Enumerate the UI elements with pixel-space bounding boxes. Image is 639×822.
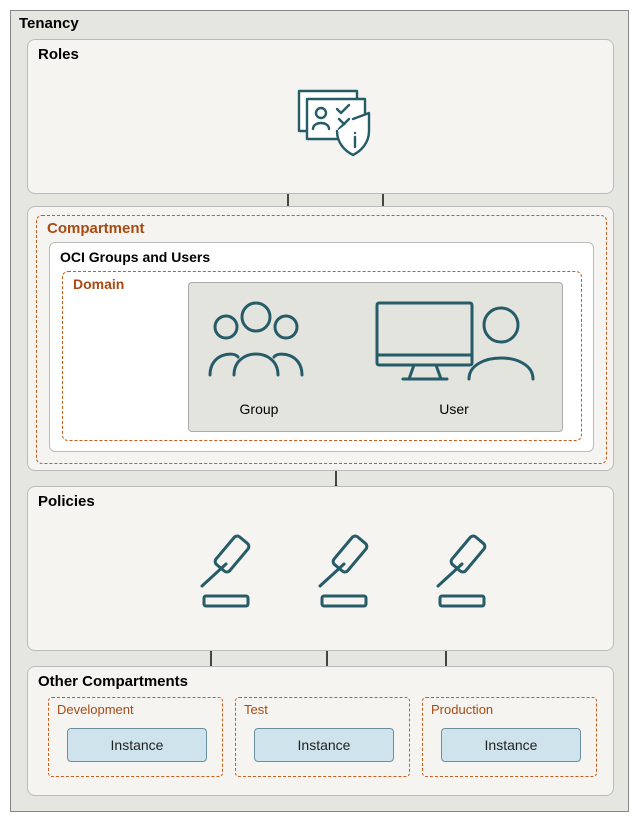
group-icon [204,295,309,390]
roles-title: Roles [38,46,79,63]
other-title: Other Compartments [38,673,188,690]
user-icon [369,295,544,390]
compartment-panel: Compartment OCI Groups and Users Domain [27,206,614,471]
env-title: Test [244,702,268,717]
gavel-icon [306,532,386,612]
policies-panel: Policies [27,486,614,651]
group-user-box: Group [188,282,563,432]
gavel-icon [424,532,504,612]
oci-title: OCI Groups and Users [60,249,210,265]
roles-icon [293,85,383,160]
env-title: Development [57,702,134,717]
domain-title: Domain [73,276,124,292]
user-label: User [414,401,494,417]
instance-box: Instance [254,728,394,762]
env-title: Production [431,702,493,717]
domain-box: Domain [62,271,582,441]
roles-panel: Roles [27,39,614,194]
compartment-dashed: Compartment OCI Groups and Users Domain [36,215,607,464]
policies-title: Policies [38,493,95,510]
oci-groups-users-box: OCI Groups and Users Domain [49,242,594,452]
tenancy-title: Tenancy [19,15,79,32]
instance-box: Instance [441,728,581,762]
env-test: Test Instance [235,697,410,777]
compartment-title: Compartment [47,220,145,237]
tenancy-container: Tenancy Roles [10,10,629,812]
other-compartments-panel: Other Compartments Development Instance … [27,666,614,796]
gavel-icon [188,532,268,612]
group-label: Group [219,401,299,417]
instance-box: Instance [67,728,207,762]
env-development: Development Instance [48,697,223,777]
env-production: Production Instance [422,697,597,777]
